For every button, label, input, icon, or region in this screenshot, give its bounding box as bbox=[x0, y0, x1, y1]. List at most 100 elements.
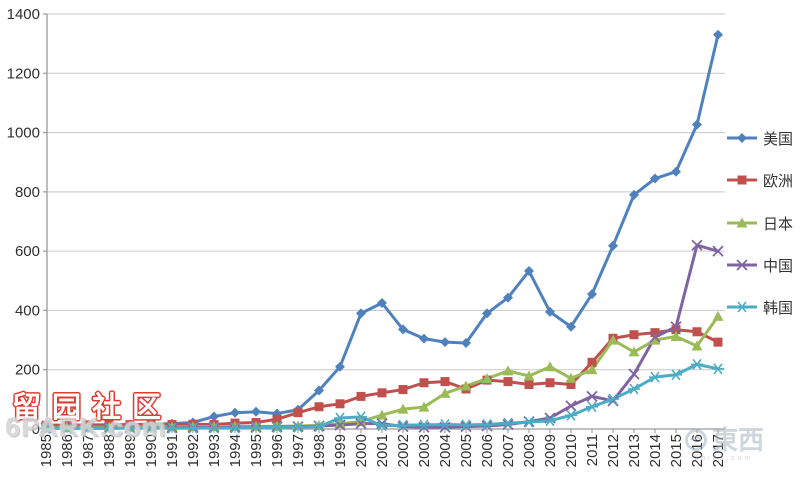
data-point bbox=[209, 411, 219, 422]
x-axis-label: 1993 bbox=[206, 434, 223, 467]
x-axis-label: 2006 bbox=[479, 434, 496, 467]
data-point bbox=[398, 419, 408, 431]
data-point bbox=[377, 388, 387, 398]
y-axis-label: 600 bbox=[15, 243, 40, 260]
legend-label-japan: 日本 bbox=[763, 215, 794, 233]
data-point bbox=[587, 357, 597, 367]
data-point bbox=[503, 377, 513, 387]
data-point bbox=[713, 363, 723, 375]
data-point bbox=[524, 416, 534, 428]
data-point bbox=[587, 289, 597, 300]
data-point bbox=[650, 371, 660, 383]
data-point bbox=[398, 324, 408, 335]
data-point bbox=[566, 321, 576, 332]
legend-marker-usa bbox=[727, 133, 757, 143]
data-point bbox=[544, 361, 556, 372]
x-axis-label: 2012 bbox=[605, 434, 622, 467]
x-axis-label: 1989 bbox=[122, 434, 139, 467]
x-axis-label: 1991 bbox=[164, 434, 181, 467]
y-axis-label: 800 bbox=[15, 184, 40, 201]
data-point bbox=[524, 266, 534, 277]
legend-label-europe: 欧洲 bbox=[763, 172, 794, 190]
legend-item-china: 中国 bbox=[726, 257, 794, 275]
series-markers-korea bbox=[40, 358, 724, 434]
data-point bbox=[419, 378, 429, 388]
x-axis-label: 2010 bbox=[563, 434, 580, 467]
data-point bbox=[335, 399, 345, 409]
data-point bbox=[398, 385, 408, 395]
data-point bbox=[565, 372, 577, 383]
x-axis-label: 1995 bbox=[248, 434, 265, 467]
data-point bbox=[502, 365, 514, 376]
data-point bbox=[440, 419, 450, 431]
data-point bbox=[692, 358, 702, 370]
data-point bbox=[314, 402, 324, 412]
data-point bbox=[377, 298, 387, 309]
data-point bbox=[736, 259, 748, 271]
data-point bbox=[335, 412, 345, 424]
data-point bbox=[209, 422, 219, 434]
x-axis-label: 2011 bbox=[584, 434, 601, 466]
data-point bbox=[145, 421, 157, 432]
x-axis-label: 1992 bbox=[185, 434, 202, 467]
x-axis-label: 2014 bbox=[647, 434, 664, 467]
data-point bbox=[334, 418, 346, 429]
data-point bbox=[566, 380, 576, 390]
data-point bbox=[737, 175, 747, 185]
legend-item-europe: 欧洲 bbox=[726, 172, 794, 190]
data-point bbox=[418, 421, 430, 433]
data-point bbox=[461, 338, 471, 349]
x-axis-label: 1987 bbox=[80, 434, 97, 467]
legend-label-china: 中国 bbox=[763, 257, 794, 275]
data-point bbox=[41, 422, 51, 434]
data-point bbox=[397, 403, 409, 414]
legend-item-japan: 日本 bbox=[726, 215, 794, 233]
data-point bbox=[503, 417, 513, 429]
legend-marker-korea bbox=[727, 301, 757, 313]
legend-label-korea: 韩国 bbox=[763, 299, 794, 317]
x-axis-label: 2004 bbox=[437, 434, 454, 467]
data-point bbox=[692, 327, 702, 337]
data-point bbox=[691, 239, 703, 251]
data-point bbox=[461, 419, 471, 431]
data-point bbox=[167, 422, 177, 434]
data-point bbox=[670, 321, 682, 333]
data-point bbox=[608, 240, 618, 251]
data-point bbox=[650, 173, 660, 184]
data-point bbox=[314, 385, 324, 396]
data-point bbox=[250, 420, 262, 431]
watermark-zhidx-logo: 東西 zhidx.com bbox=[684, 427, 764, 462]
legend-label-usa: 美国 bbox=[763, 130, 794, 148]
x-axis-label: 1996 bbox=[269, 434, 286, 467]
data-point bbox=[356, 411, 366, 423]
data-point bbox=[629, 189, 639, 200]
data-point bbox=[314, 421, 324, 433]
x-axis-label: 2015 bbox=[668, 434, 685, 467]
zhidx-circle-icon bbox=[685, 429, 707, 451]
data-point bbox=[671, 369, 681, 381]
data-point bbox=[419, 419, 429, 431]
data-point bbox=[355, 416, 367, 427]
data-point bbox=[670, 331, 682, 342]
data-point bbox=[62, 422, 72, 434]
data-point bbox=[293, 421, 303, 433]
x-axis-label: 1994 bbox=[227, 434, 244, 467]
data-point bbox=[482, 308, 492, 319]
data-point bbox=[524, 380, 534, 390]
watermark-6park-chinese: 留园社区 bbox=[12, 392, 173, 424]
x-axis-label: 1997 bbox=[290, 434, 307, 467]
data-point bbox=[712, 310, 724, 321]
data-point bbox=[335, 361, 345, 372]
legend-item-usa: 美国 bbox=[726, 130, 794, 148]
data-point bbox=[628, 346, 640, 357]
data-point bbox=[712, 245, 724, 257]
data-point bbox=[671, 166, 681, 177]
data-point bbox=[419, 333, 429, 344]
data-point bbox=[503, 292, 513, 303]
data-point bbox=[586, 390, 598, 403]
data-point bbox=[104, 422, 114, 434]
data-point bbox=[230, 422, 240, 434]
data-point bbox=[460, 380, 472, 391]
data-point bbox=[671, 325, 681, 335]
legend-marker-japan bbox=[727, 217, 757, 228]
